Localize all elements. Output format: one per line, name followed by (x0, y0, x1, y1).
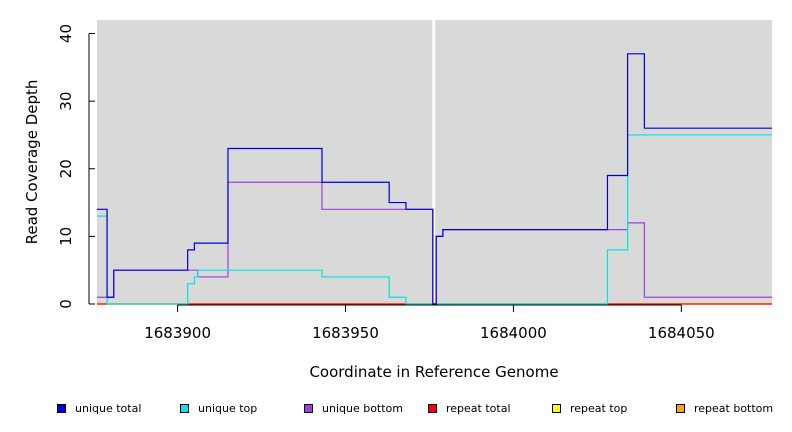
legend-item-repeat-top: repeat top (552, 402, 627, 415)
y-tick-label: 20 (57, 159, 75, 178)
x-tick-label: 1683900 (144, 324, 211, 342)
x-tick-label: 1683950 (312, 324, 379, 342)
axis-layer: 0 10 20 30 40 1683900 1683950 1684000 1684050 (57, 24, 715, 342)
coverage-gap (432, 20, 436, 304)
legend-item-unique-total: unique total (57, 402, 141, 415)
legend-item-repeat-bottom: repeat bottom (676, 402, 773, 415)
legend-item-unique-bottom: unique bottom (304, 402, 403, 415)
legend-label: unique bottom (322, 402, 404, 415)
x-axis-label: Coordinate in Reference Genome (309, 363, 558, 381)
legend-label: repeat total (446, 402, 511, 415)
legend-swatch (180, 404, 189, 413)
series-line-unique-total (97, 53, 772, 305)
legend-label: repeat bottom (694, 402, 774, 415)
legend-item-repeat-total: repeat total (428, 402, 511, 415)
y-tick-label: 0 (57, 299, 75, 309)
y-axis-label: Read Coverage Depth (23, 80, 41, 245)
legend-label: repeat top (570, 402, 628, 415)
legend-swatch (676, 404, 685, 413)
y-tick-label: 40 (57, 24, 75, 43)
legend-item-unique-top: unique top (180, 402, 257, 415)
legend-label: unique top (198, 402, 258, 415)
legend-swatch (552, 404, 561, 413)
legend-label: unique total (75, 402, 142, 415)
x-tick-label: 1684000 (480, 324, 547, 342)
legend-swatch (57, 404, 66, 413)
series-line-unique-top (97, 134, 772, 305)
series-layer (97, 53, 772, 305)
y-tick-label: 10 (57, 227, 75, 246)
legend: unique total unique top unique bottom repea… (0, 396, 792, 420)
legend-swatch (304, 404, 313, 413)
y-tick-label: 30 (57, 92, 75, 111)
x-tick-label: 1684050 (648, 324, 715, 342)
legend-swatch (428, 404, 437, 413)
coverage-chart: 0 10 20 30 40 1683900 1683950 1684000 1684050 Co… (23, 20, 772, 381)
